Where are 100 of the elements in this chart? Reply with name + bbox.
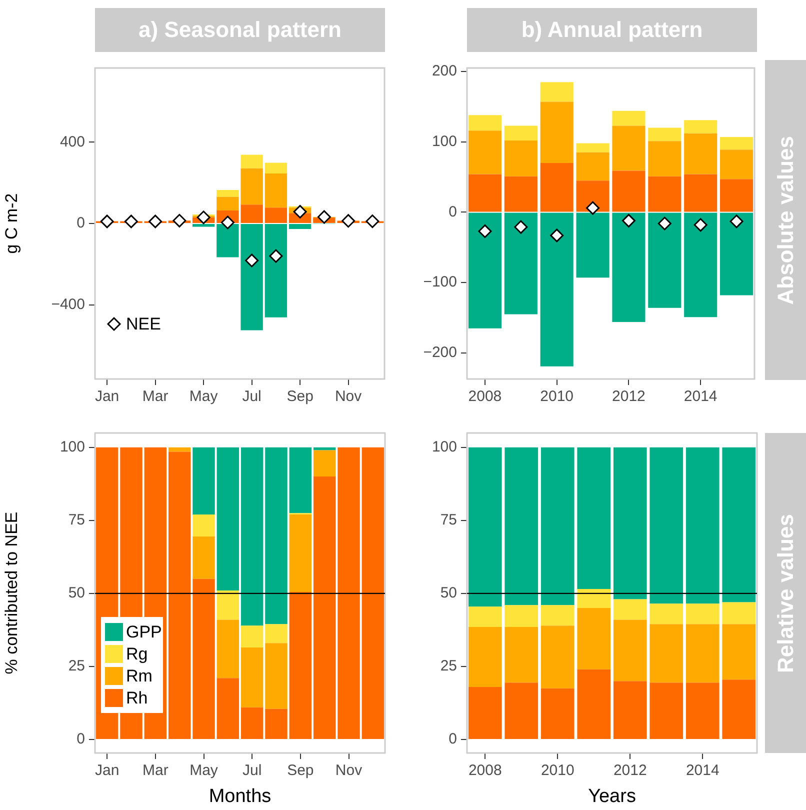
bar [684, 212, 718, 318]
legend-label: Rh [126, 688, 148, 708]
point [478, 224, 492, 238]
bar [650, 624, 684, 683]
bar [650, 447, 684, 604]
bar [504, 140, 538, 176]
bar [648, 176, 682, 212]
bar [504, 447, 538, 606]
y-tick-label: 25 [68, 658, 85, 675]
y-tick-label: 0 [76, 214, 85, 232]
bar [576, 143, 610, 152]
bar [264, 224, 288, 318]
point [342, 214, 356, 228]
bar [338, 447, 360, 740]
x-tick-label: Jul [242, 388, 262, 406]
point [514, 220, 528, 234]
x-tick-label: Nov [334, 388, 362, 406]
x-tick-label: May [189, 388, 218, 406]
bar [613, 447, 647, 600]
y-tick-label: 200 [432, 62, 457, 80]
bar [168, 452, 191, 740]
y-tick-label: 0 [448, 203, 457, 220]
bar [577, 669, 611, 740]
x-axis-title: Months [208, 786, 272, 807]
x-tick-label: Sep [286, 388, 314, 406]
bar [216, 447, 240, 591]
bar [612, 110, 646, 126]
bar [686, 604, 720, 624]
y-tick-label: 25 [440, 658, 457, 675]
bar [468, 686, 502, 740]
bar [648, 212, 682, 308]
bar [612, 212, 646, 322]
bar [540, 82, 574, 102]
bar [216, 620, 240, 678]
bar [576, 152, 610, 181]
bar [468, 130, 502, 174]
bar [240, 626, 264, 648]
bar [362, 447, 384, 740]
point [269, 249, 283, 263]
y-tick-label: 100 [432, 438, 457, 456]
bar [576, 180, 610, 212]
x-tick-label: 2012 [612, 388, 646, 406]
bar [613, 620, 647, 682]
bar [540, 688, 574, 740]
y-tick-label: −200 [423, 344, 457, 362]
bar [288, 224, 312, 229]
legend-label: Rm [126, 666, 152, 686]
point [148, 214, 162, 228]
bar [504, 682, 538, 740]
x-tick-label: 2008 [468, 388, 502, 406]
x-tick-label: Nov [335, 762, 363, 780]
bar [540, 626, 574, 688]
bar [192, 514, 215, 536]
bar [192, 536, 215, 579]
bar [504, 627, 538, 683]
point [196, 210, 210, 224]
point [730, 214, 744, 228]
bar [576, 212, 610, 278]
y-tick-label: 400 [60, 133, 85, 150]
bar [468, 115, 502, 131]
bar [540, 162, 574, 212]
x-tick-label: May [190, 762, 218, 780]
bar [686, 624, 720, 683]
bar [265, 708, 288, 740]
point [220, 216, 234, 230]
bar [720, 150, 754, 180]
y-tick-label: 50 [440, 584, 457, 602]
bar [265, 643, 288, 709]
bar [540, 605, 574, 626]
bar [264, 173, 288, 208]
bar [313, 450, 336, 477]
bar [504, 605, 538, 628]
bar [264, 208, 288, 223]
bar [540, 102, 574, 163]
bar [613, 681, 647, 740]
y-tick-label: 0 [76, 730, 85, 748]
y-tick-label: −400 [51, 296, 85, 313]
bar [265, 624, 288, 644]
point [550, 228, 564, 242]
bar [468, 627, 502, 687]
bar [722, 680, 756, 740]
bar [650, 604, 684, 624]
bar [613, 599, 647, 620]
bar [264, 162, 288, 174]
bar [540, 212, 574, 366]
legend-label: Rg [126, 644, 148, 664]
bar [168, 447, 191, 452]
y-tick-label: 50 [68, 584, 85, 602]
bar [192, 447, 215, 515]
x-axis-title: Years [588, 786, 636, 807]
bar [216, 190, 239, 197]
bar [240, 648, 264, 708]
bar [686, 682, 720, 740]
bar [504, 212, 538, 314]
point [317, 210, 331, 224]
bar [504, 176, 538, 212]
point [172, 214, 186, 228]
point [366, 214, 380, 228]
y-axis-title: % contributed to NEE [2, 512, 21, 674]
bar [684, 120, 718, 134]
